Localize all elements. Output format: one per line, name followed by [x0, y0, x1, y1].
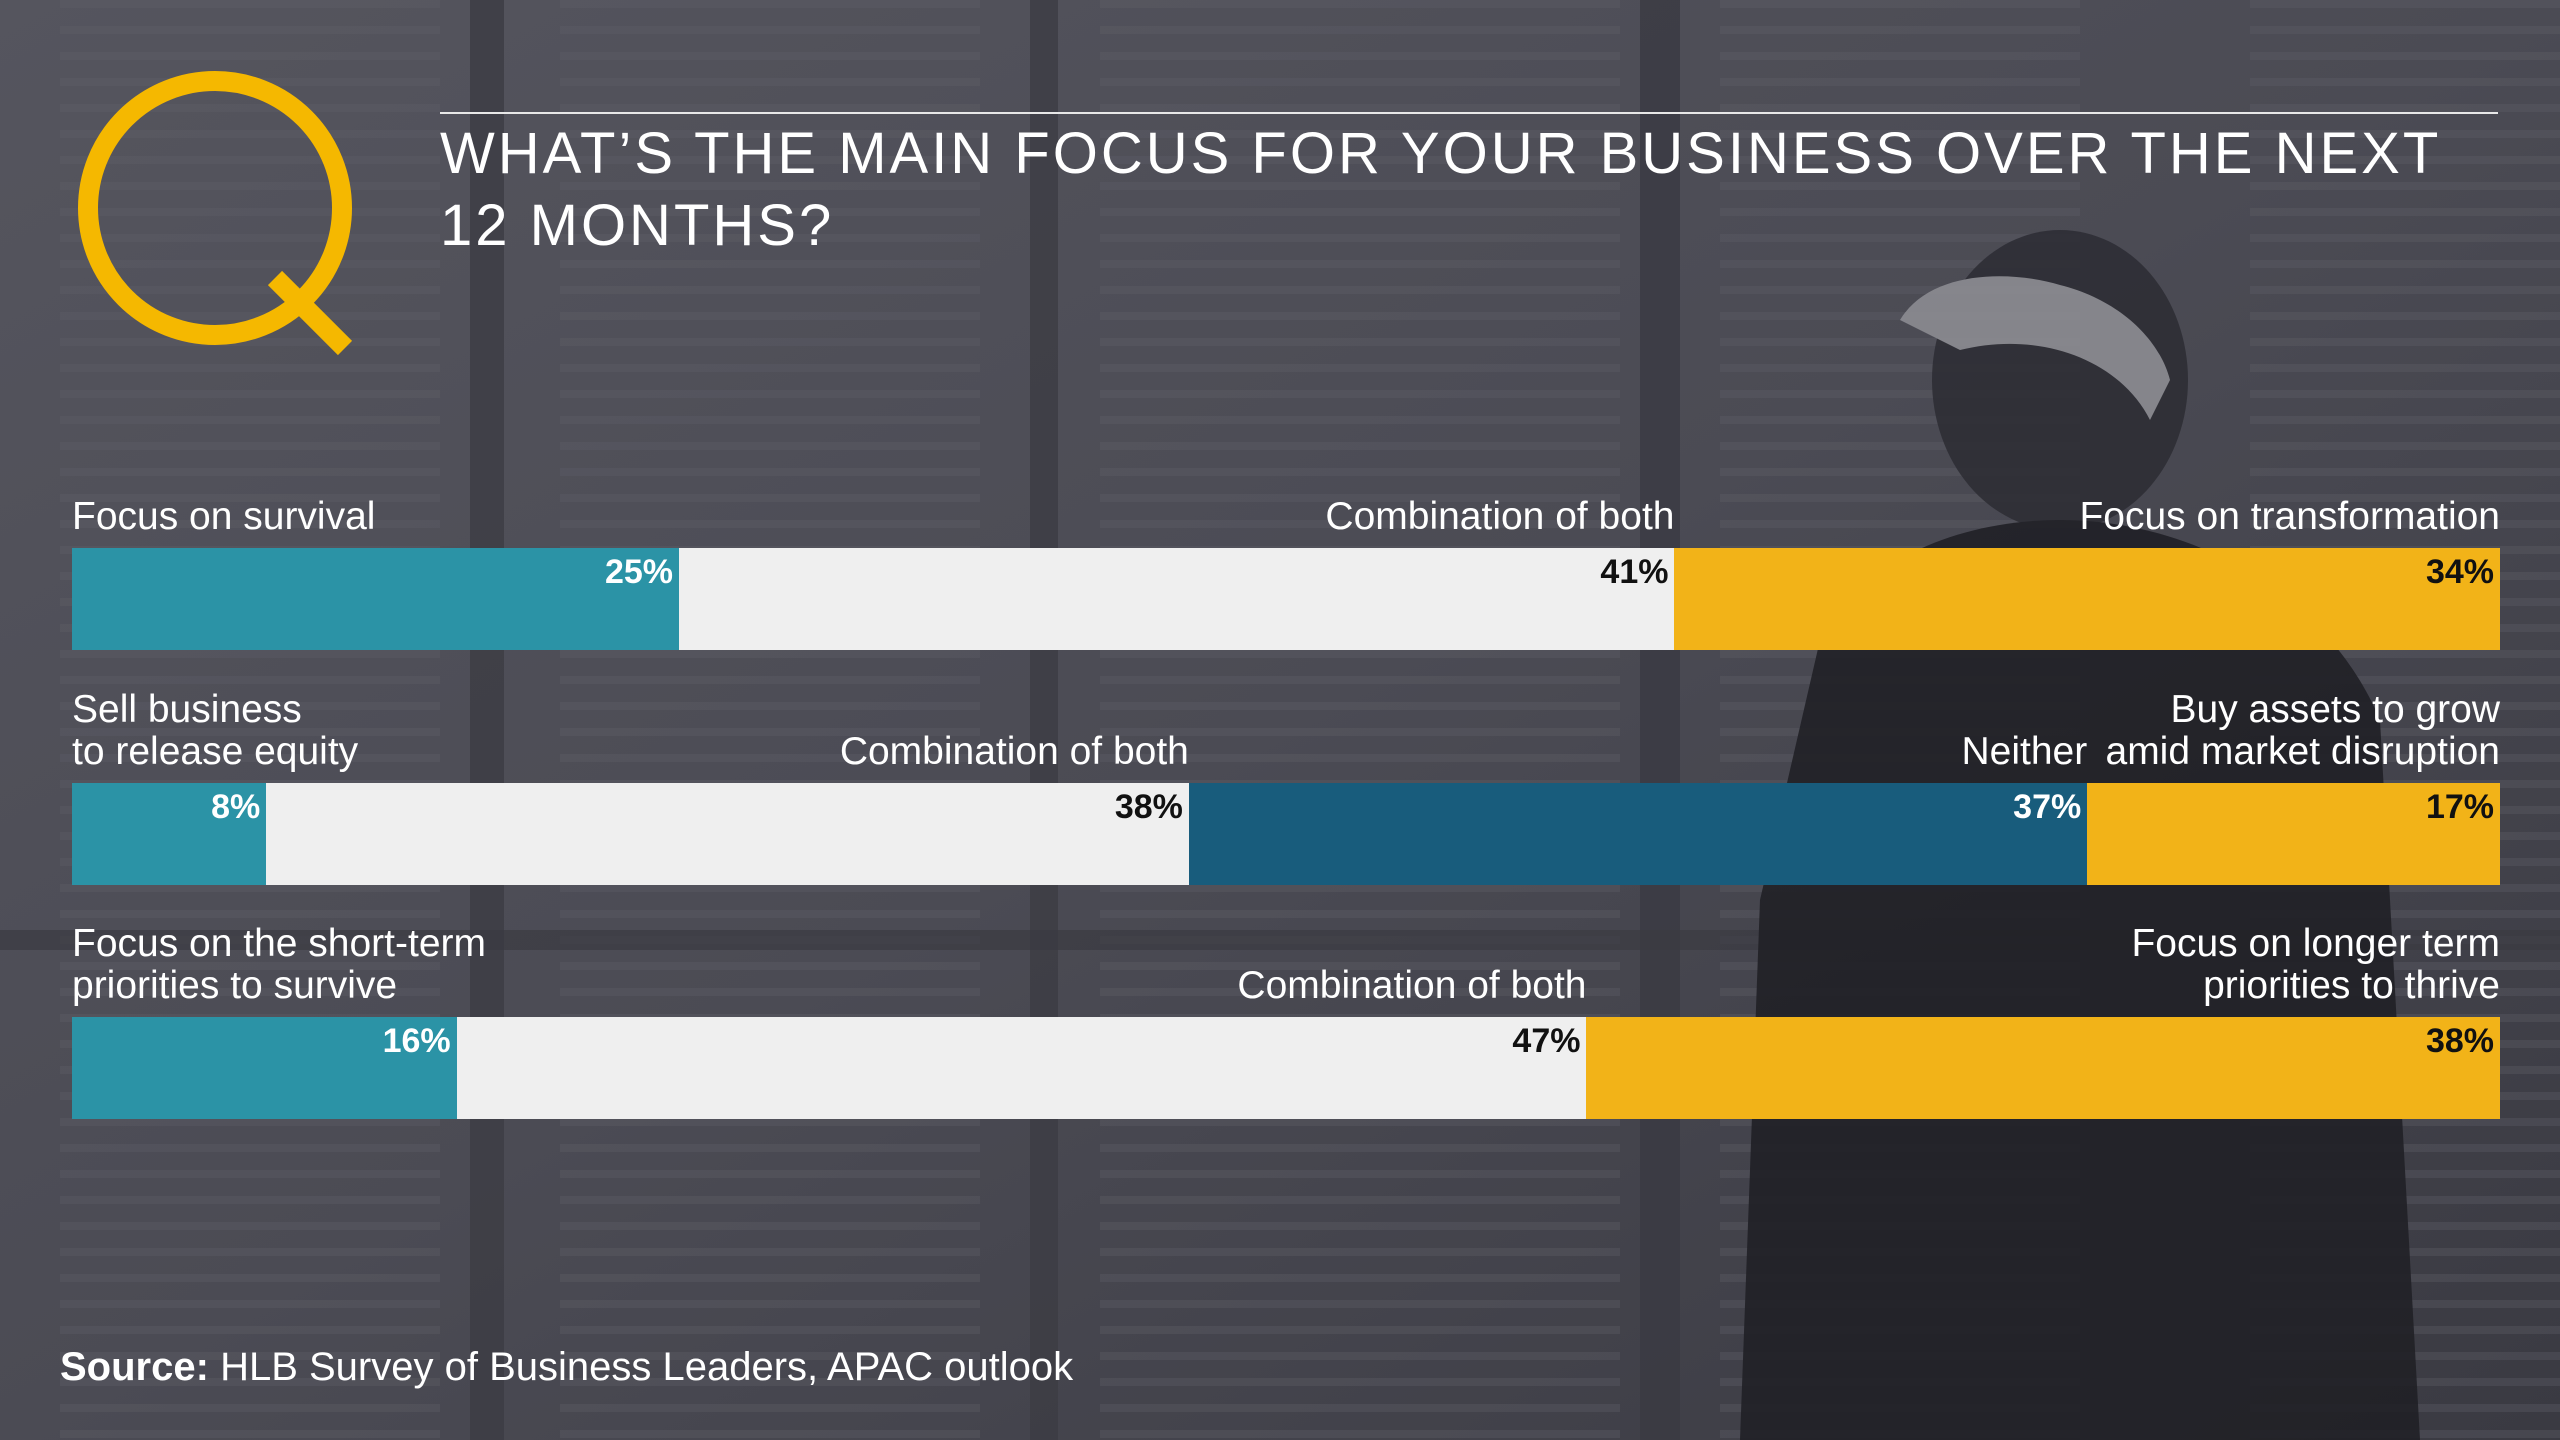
bar-segment	[266, 783, 1189, 885]
segment-label: Focus on longer term priorities to thriv…	[2131, 922, 2500, 1007]
bar-segment	[1586, 1017, 2500, 1119]
data-label: 38%	[1114, 788, 1183, 826]
data-label: 8%	[211, 788, 261, 826]
data-label: 34%	[2425, 553, 2494, 591]
segment-label: Neither	[1961, 730, 2088, 773]
bar-segment	[72, 1017, 457, 1119]
segment-label: Combination of both	[1325, 495, 1675, 538]
source-text: HLB Survey of Business Leaders, APAC out…	[220, 1345, 1074, 1389]
person-silhouette	[1740, 230, 2420, 1440]
bar-segment	[1674, 548, 2500, 650]
q-logo-icon	[78, 71, 353, 356]
source-note: Source: HLB Survey of Business Leaders, …	[60, 1344, 1073, 1390]
data-label: 17%	[2425, 788, 2494, 826]
segment-label: Combination of both	[839, 730, 1189, 773]
bar-segment	[1188, 783, 2088, 885]
bar-segment	[456, 1017, 1587, 1119]
segment-label: Focus on transformation	[2079, 495, 2500, 538]
bar-segment	[679, 548, 1675, 650]
segment-label: Combination of both	[1237, 964, 1587, 1007]
bar-segment	[2087, 783, 2500, 885]
title-divider	[440, 112, 2498, 114]
source-label: Source:	[60, 1345, 209, 1389]
data-label: 25%	[604, 553, 673, 591]
page-title: WHAT’S THE MAIN FOCUS FOR YOUR BUSINESS …	[440, 121, 2441, 258]
bar-segment	[72, 548, 679, 650]
segment-label: Focus on survival	[72, 495, 376, 538]
data-label: 41%	[1600, 553, 1669, 591]
data-label: 16%	[382, 1022, 451, 1060]
bar-segment	[72, 783, 267, 885]
data-label: 37%	[2013, 788, 2082, 826]
segment-label: Sell business to release equity	[72, 688, 359, 773]
data-label: 38%	[2425, 1022, 2494, 1060]
segment-label: Buy assets to grow amid market disruptio…	[2105, 688, 2501, 773]
segment-label: Focus on the short-term priorities to su…	[72, 922, 486, 1007]
data-label: 47%	[1512, 1022, 1581, 1060]
